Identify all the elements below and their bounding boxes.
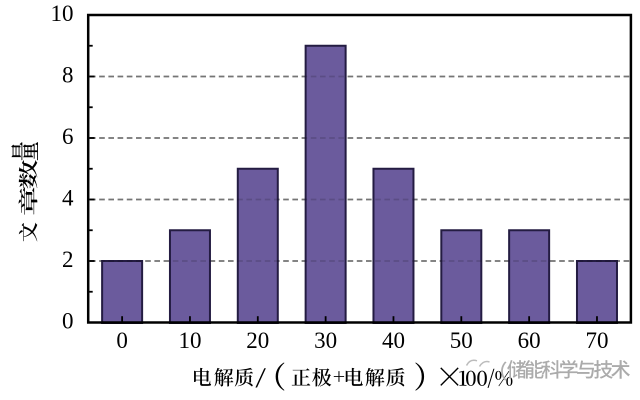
svg-text:70: 70 [585,328,608,353]
svg-text:8: 8 [62,63,74,88]
svg-text:40: 40 [382,328,405,353]
svg-text:50: 50 [450,328,473,353]
svg-text:20: 20 [246,328,269,353]
svg-text:4: 4 [62,186,74,211]
svg-text:10: 10 [178,328,201,353]
svg-text:10: 10 [51,1,74,26]
svg-text:60: 60 [518,328,541,353]
svg-text:2: 2 [62,247,74,272]
svg-text:0: 0 [116,328,128,353]
svg-text:30: 30 [314,328,337,353]
svg-text:6: 6 [62,124,74,149]
svg-text:0: 0 [62,309,74,334]
